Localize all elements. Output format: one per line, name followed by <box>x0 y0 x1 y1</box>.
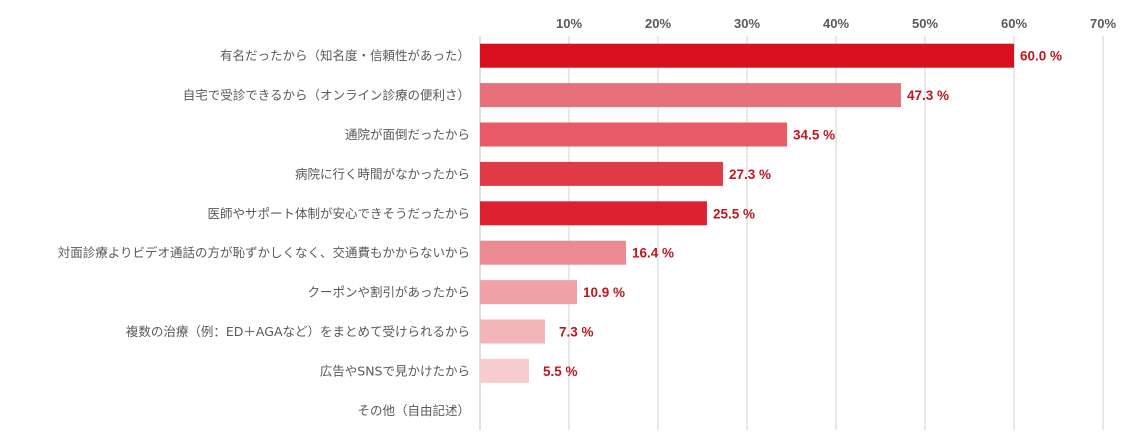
data-label: 60.0 % <box>1020 49 1062 64</box>
bar <box>480 319 545 344</box>
x-tick-label: 50% <box>912 16 938 31</box>
x-tick-label: 10% <box>556 16 582 31</box>
bars <box>480 43 1014 383</box>
x-tick-label: 60% <box>1001 16 1027 31</box>
bar <box>480 358 529 383</box>
category-label: 通院が面倒だったから <box>345 127 470 142</box>
data-labels: 60.0 % 47.3 % 34.5 % 27.3 % 25.5 % 16.4 % 10.9… <box>543 49 1062 379</box>
category-label: その他（自由記述） <box>357 403 470 418</box>
data-label: 27.3 % <box>729 167 771 182</box>
bar <box>480 83 901 108</box>
data-label: 34.5 % <box>793 128 835 143</box>
category-labels: 有名だったから（知名度・信頼性があった） 自宅で受診できるから（オンライン診療の便… <box>58 48 470 418</box>
data-label: 47.3 % <box>907 88 949 103</box>
category-label: 複数の治療（例：ED＋AGAなど）をまとめて受けられるから <box>126 324 470 339</box>
x-tick-label: 20% <box>645 16 671 31</box>
x-tick-label: 30% <box>734 16 760 31</box>
x-tick-label: 40% <box>823 16 849 31</box>
category-label: 医師やサポート体制が安心できそうだったから <box>207 206 470 221</box>
x-tick-label: 70% <box>1090 16 1116 31</box>
data-label: 16.4 % <box>632 246 674 261</box>
data-label: 7.3 % <box>559 325 594 340</box>
bar <box>480 161 723 186</box>
data-label: 25.5 % <box>713 206 755 221</box>
bar <box>480 240 626 265</box>
category-label: 病院に行く時間がなかったから <box>295 166 470 181</box>
bar <box>480 201 707 226</box>
category-label: 有名だったから（知名度・信頼性があった） <box>220 48 470 63</box>
tick-labels: 10% 20% 30% 40% 50% 60% 70% <box>556 16 1116 31</box>
category-label: 対面診療よりビデオ通話の方が恥ずかしくなく、交通費もかからないから <box>58 245 470 260</box>
category-label: クーポンや割引があったから <box>307 285 470 300</box>
data-label: 5.5 % <box>543 364 578 379</box>
data-label: 10.9 % <box>583 285 625 300</box>
category-label: 広告やSNSで見かけたから <box>320 363 470 378</box>
bar <box>480 43 1014 68</box>
bar <box>480 122 788 147</box>
category-label: 自宅で受診できるから（オンライン診療の便利さ） <box>183 88 470 103</box>
bar <box>480 280 578 305</box>
